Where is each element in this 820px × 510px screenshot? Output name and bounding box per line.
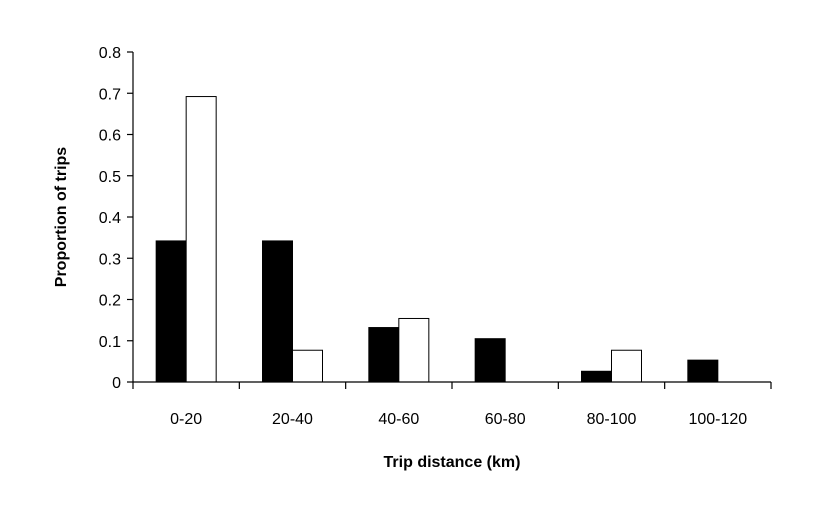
x-tick-label: 20-40 — [272, 411, 313, 428]
y-tick-label: 0.1 — [99, 334, 121, 351]
y-tick-label: 0 — [112, 375, 121, 392]
bar-series1-0-20 — [155, 240, 187, 383]
bar-series2-80-100 — [611, 349, 642, 383]
bar-series2-20-40 — [292, 349, 323, 383]
y-tick-label: 0.7 — [99, 86, 121, 103]
axes-group — [132, 52, 771, 383]
x-tick-label: 80-100 — [587, 411, 637, 428]
y-tick-label: 0.8 — [99, 45, 121, 62]
y-axis-title: Proportion of trips — [53, 147, 70, 288]
bar-series2-0-20 — [185, 96, 217, 383]
bar-series1-20-40 — [262, 240, 293, 383]
y-tick-label: 0.6 — [99, 128, 121, 145]
y-tick-label: 0.4 — [99, 210, 121, 227]
x-tick-label: 100-120 — [688, 411, 747, 428]
y-tick-label: 0.2 — [99, 293, 121, 310]
bars-group — [155, 96, 719, 383]
bar-series1-40-60 — [368, 327, 400, 383]
bar-series1-100-120 — [687, 359, 719, 383]
bar-series1-60-80 — [474, 338, 506, 383]
x-tick-label: 0-20 — [170, 411, 202, 428]
x-ticks-group: 0-20 20-40 40-60 60-80 80-100 100-120 — [132, 382, 772, 428]
y-tick-label: 0.5 — [99, 169, 121, 186]
y-tick-label: 0.3 — [99, 251, 121, 268]
x-tick-label: 40-60 — [378, 411, 419, 428]
y-ticks-group: 0 0.1 0.2 0.3 0.4 0.5 0.6 0.7 0.8 — [99, 45, 133, 392]
x-tick-label: 60-80 — [485, 411, 526, 428]
bar-series1-80-100 — [581, 370, 612, 383]
x-axis-title: Trip distance (km) — [384, 454, 521, 471]
bar-series2-40-60 — [398, 317, 430, 383]
